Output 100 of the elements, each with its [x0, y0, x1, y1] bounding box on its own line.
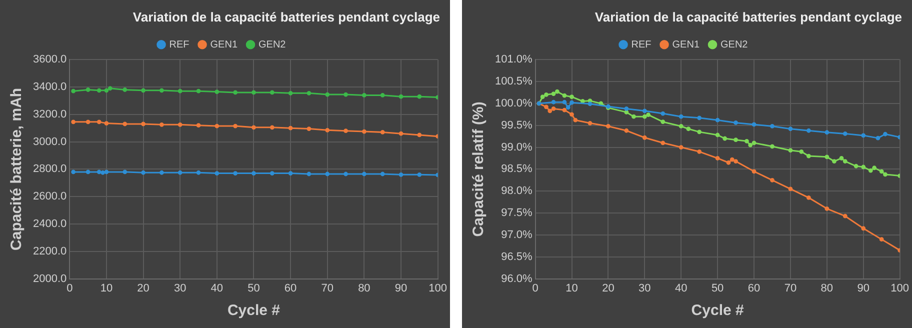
point: [86, 120, 90, 124]
x-tick-label: 30: [638, 282, 651, 294]
y-tick-label: 2400.0: [32, 218, 67, 230]
point: [96, 120, 102, 124]
point: [752, 140, 756, 146]
point: [288, 90, 293, 96]
point: [344, 172, 348, 176]
y-axis-title: Capacité relatif (%): [470, 102, 488, 237]
x-tick-label: 50: [711, 282, 724, 294]
y-tick-label: 99.5%: [501, 119, 533, 132]
point: [548, 108, 552, 114]
point: [104, 88, 109, 93]
point: [697, 116, 702, 120]
point: [770, 178, 774, 182]
point: [108, 86, 112, 91]
y-tick-label: 3000.0: [32, 136, 67, 148]
point: [678, 124, 684, 128]
point: [122, 170, 128, 174]
point: [734, 138, 738, 142]
point: [159, 170, 164, 175]
point: [86, 88, 90, 92]
x-tick-label: 90: [857, 282, 870, 294]
point: [660, 140, 666, 146]
x-axis-title: Cycle #: [227, 302, 281, 320]
point: [96, 170, 102, 174]
legend-label: GEN1: [672, 39, 700, 50]
point: [122, 122, 128, 126]
point: [233, 124, 238, 128]
point: [642, 114, 647, 119]
point: [660, 120, 666, 124]
y-tick-label: 101.0%: [494, 54, 533, 66]
point: [570, 94, 574, 100]
point: [233, 90, 238, 95]
point: [551, 100, 556, 104]
y-tick-label: 96.5%: [501, 250, 533, 263]
point: [660, 111, 666, 116]
point: [748, 142, 753, 148]
point: [344, 92, 348, 97]
point: [697, 130, 702, 134]
x-tick-label: 60: [748, 282, 760, 294]
point: [122, 88, 128, 92]
point: [730, 157, 734, 162]
y-tick-label: 99.0%: [501, 141, 533, 154]
point: [642, 135, 647, 140]
x-tick-label: 0: [532, 282, 538, 294]
point: [624, 128, 629, 133]
point: [573, 118, 578, 122]
point: [178, 170, 182, 175]
point: [71, 88, 76, 94]
point: [632, 114, 636, 119]
point: [824, 206, 830, 211]
point: [562, 100, 567, 104]
x-tick-label: 100: [428, 282, 448, 294]
point: [380, 172, 385, 176]
x-tick-label: 0: [66, 282, 73, 294]
point: [159, 88, 164, 93]
point: [799, 149, 804, 154]
point: [551, 106, 556, 111]
point: [566, 105, 570, 110]
point: [861, 133, 866, 138]
point: [868, 168, 873, 173]
point: [288, 171, 293, 176]
legend-label: GEN2: [720, 39, 748, 50]
point: [417, 94, 422, 99]
point: [417, 172, 422, 177]
point: [715, 118, 720, 122]
point: [734, 159, 738, 164]
y-axis-title: Capacité batterie, mAh: [8, 88, 26, 250]
y-tick-label: 3200.0: [32, 108, 67, 120]
y-tick-label: 100.5%: [494, 76, 533, 88]
point: [752, 169, 756, 174]
point: [806, 128, 811, 133]
point: [196, 123, 201, 128]
y-tick-label: 2600.0: [32, 190, 67, 203]
y-tick-label: 98.0%: [501, 185, 533, 198]
point: [824, 130, 830, 135]
point: [806, 195, 811, 200]
point: [178, 88, 182, 94]
point: [96, 88, 102, 93]
chart-title: Variation de la capacité batteries pendant cyclage: [132, 9, 440, 24]
y-tick-label: 96.0%: [501, 272, 533, 285]
point: [842, 214, 848, 218]
y-tick-label: 2200.0: [32, 245, 67, 258]
point: [196, 88, 201, 94]
y-tick-label: 97.0%: [501, 228, 533, 241]
point: [744, 138, 749, 144]
x-tick-label: 70: [321, 282, 334, 294]
point: [854, 164, 858, 168]
point: [398, 131, 404, 136]
point: [770, 144, 774, 149]
point: [715, 156, 720, 160]
x-axis-title: Cycle #: [691, 302, 744, 320]
point: [842, 131, 848, 136]
point: [362, 93, 366, 98]
point: [214, 90, 220, 94]
x-tick-label: 10: [566, 282, 578, 294]
point: [306, 172, 312, 176]
point: [252, 90, 256, 95]
point: [879, 237, 884, 242]
point: [362, 172, 366, 176]
